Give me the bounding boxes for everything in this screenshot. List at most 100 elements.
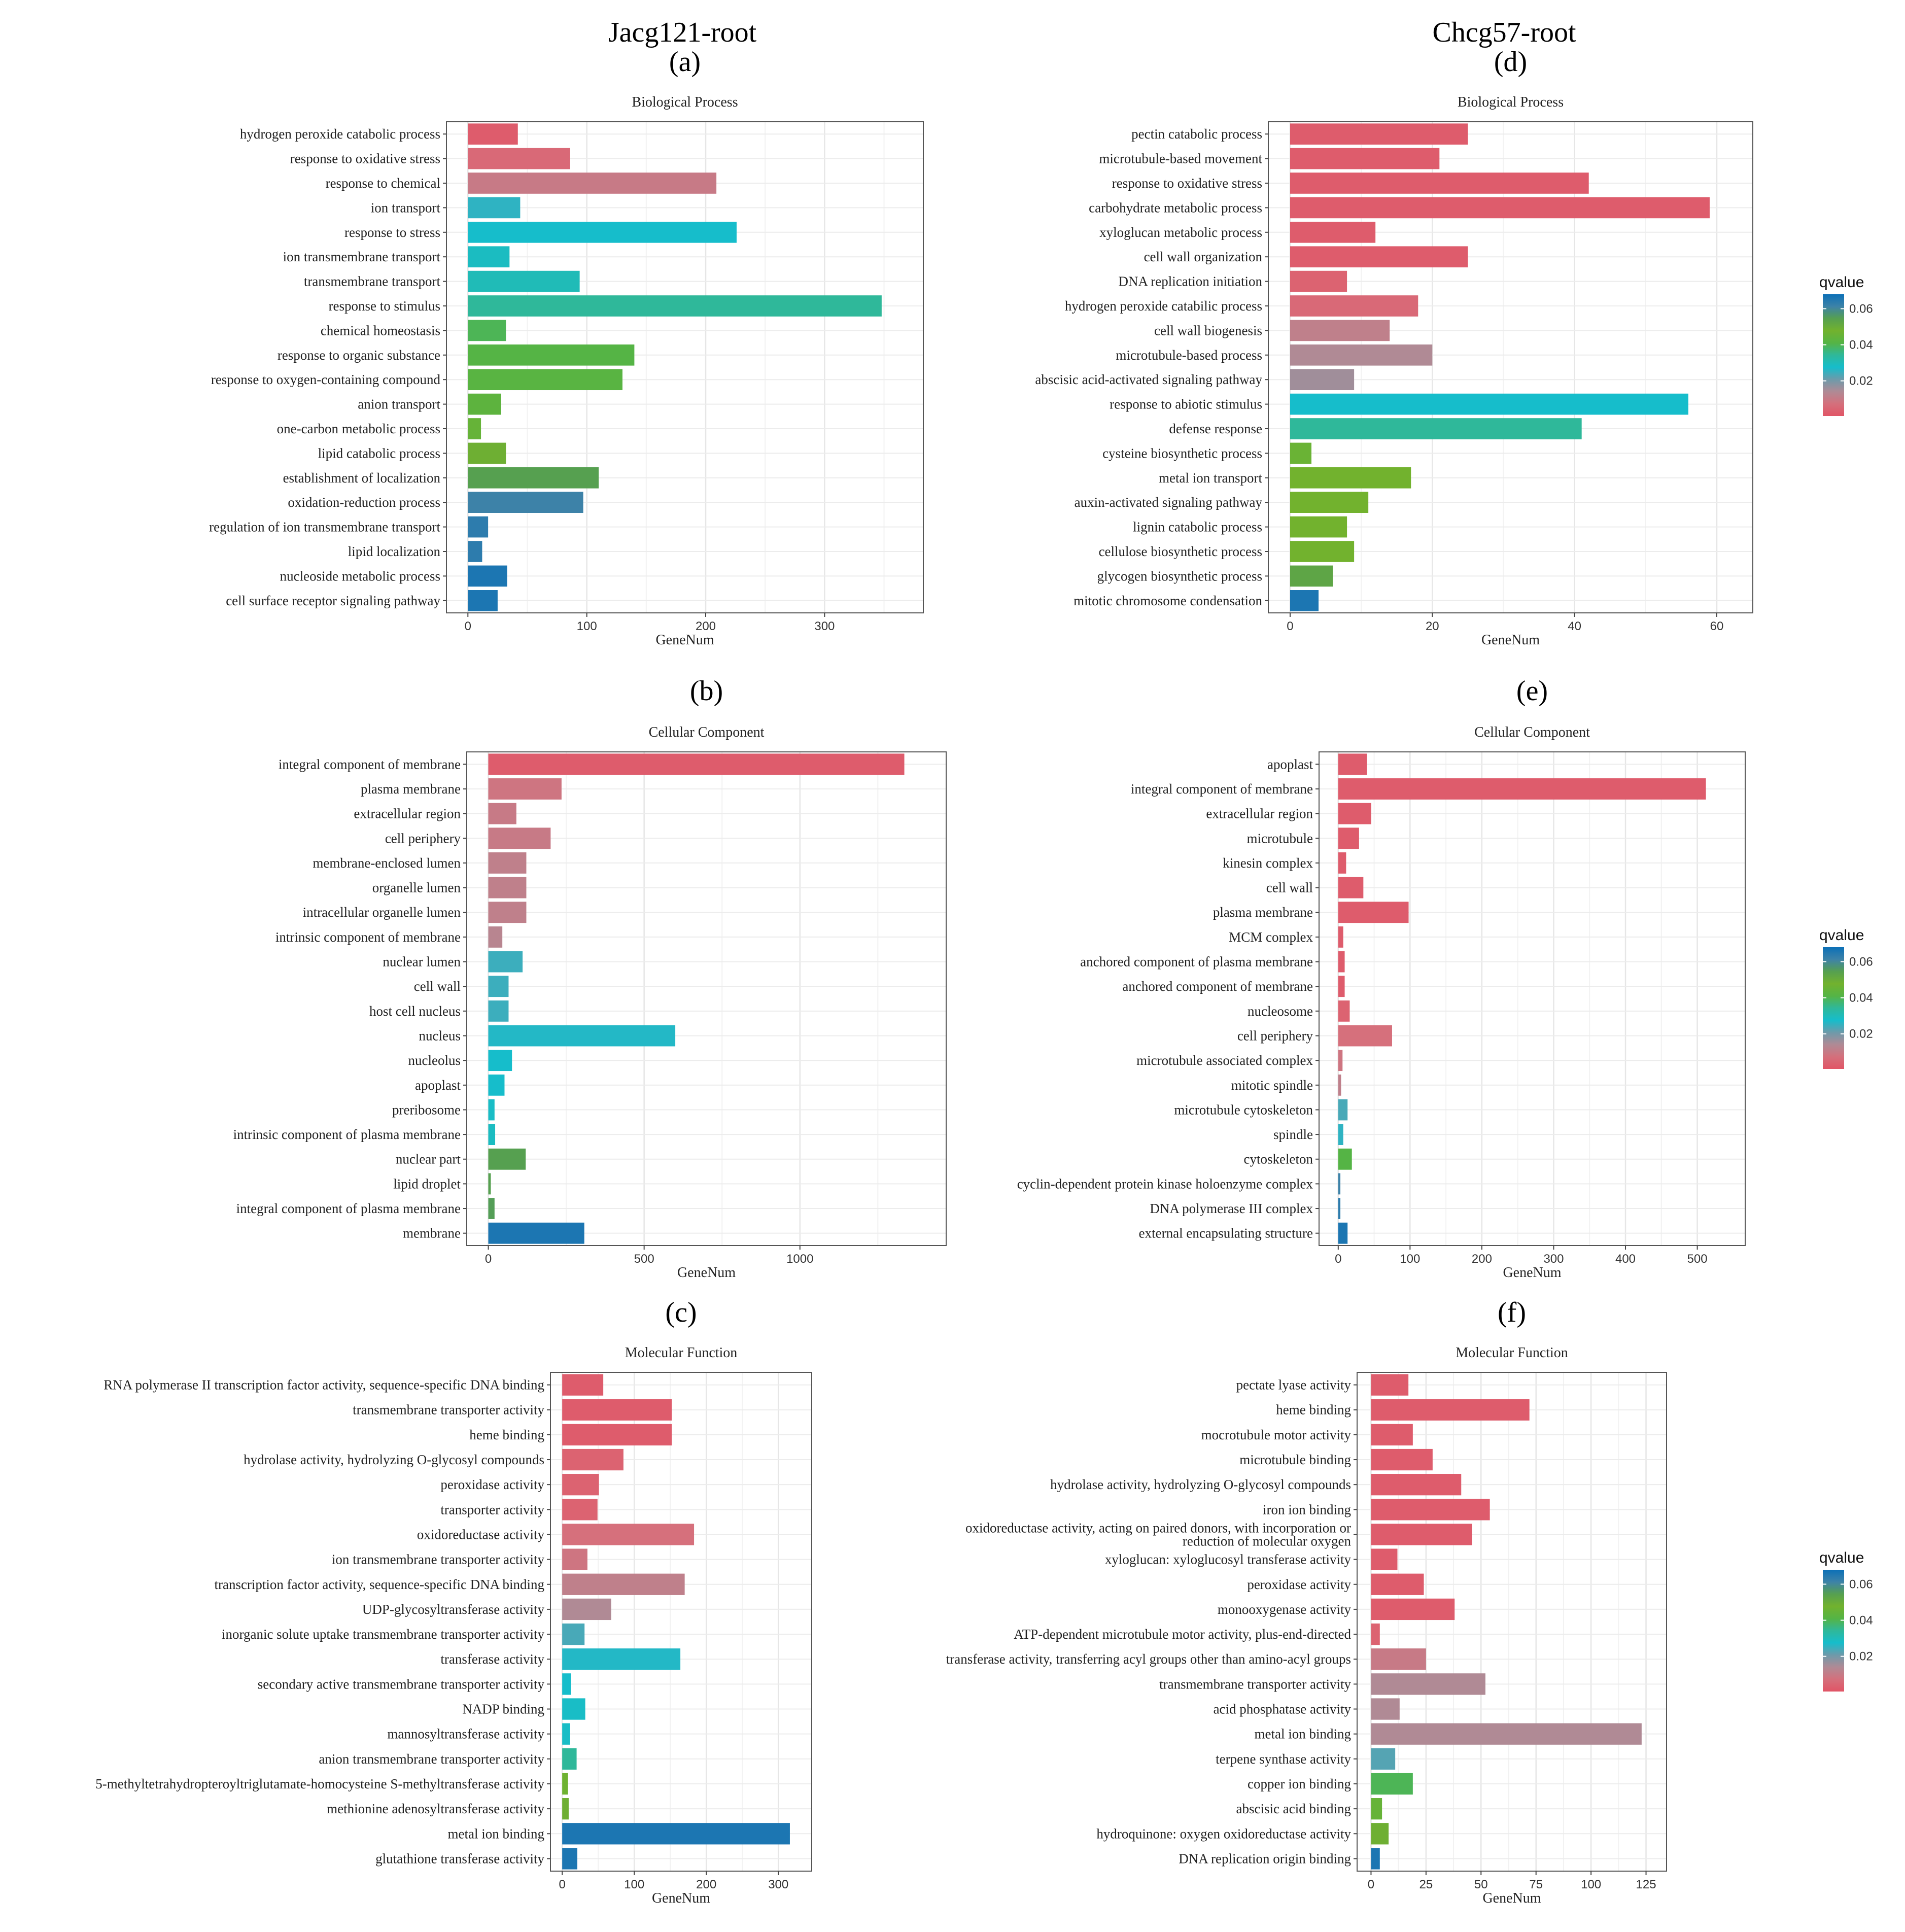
legend-title: qvalue: [1819, 274, 1864, 291]
bar: [1371, 1448, 1433, 1471]
bar: [1371, 1424, 1413, 1446]
x-tick-label: 0: [1335, 1252, 1341, 1266]
category-label: ATP-dependent microtubule motor activity…: [1014, 1627, 1351, 1642]
bar: [1290, 467, 1411, 489]
category-label: extracellular region: [354, 806, 461, 821]
category-label: nucleoside metabolic process: [280, 568, 440, 583]
bar: [1371, 1748, 1396, 1770]
bar: [1338, 1074, 1341, 1096]
bar: [1338, 1099, 1348, 1121]
category-label: xyloglucan metabolic process: [1099, 225, 1262, 240]
bar: [488, 1025, 676, 1047]
category-label: transferase activity: [440, 1651, 544, 1667]
plot-frame: [1268, 121, 1753, 613]
bar: [488, 1124, 496, 1145]
bar: [488, 852, 527, 874]
category-label: response to organic substance: [278, 348, 440, 363]
bar: [1290, 197, 1710, 219]
x-tick-label: 500: [1687, 1252, 1708, 1266]
bar: [468, 565, 507, 587]
category-label: defense response: [1169, 421, 1262, 436]
category-label: one-carbon metabolic process: [277, 421, 440, 436]
category-label: intracellular organelle lumen: [303, 905, 461, 920]
category-label: nucleosome: [1248, 1004, 1313, 1019]
bar: [562, 1623, 585, 1645]
category-label: transmembrane transport: [304, 274, 441, 289]
bar: [562, 1773, 568, 1795]
category-label: response to stress: [344, 225, 440, 240]
bar: [1290, 246, 1468, 268]
x-axis-label: GeneNum: [1482, 1890, 1541, 1906]
bar: [562, 1723, 570, 1745]
category-label: terpene synthase activity: [1216, 1751, 1351, 1767]
x-tick-label: 200: [1472, 1252, 1492, 1266]
bar: [562, 1673, 571, 1695]
category-label: lipid droplet: [393, 1176, 461, 1191]
category-label: response to oxidative stress: [290, 151, 440, 166]
bar: [488, 1099, 495, 1121]
bar: [468, 369, 622, 391]
category-label: UDP-glycosyltransferase activity: [362, 1602, 545, 1617]
x-tick-label: 0: [559, 1878, 565, 1891]
x-tick-label: 40: [1568, 619, 1581, 633]
bar: [1290, 270, 1347, 292]
bar: [468, 221, 737, 243]
category-label: regulation of ion transmembrane transpor…: [209, 520, 440, 535]
bar: [488, 803, 516, 824]
x-tick-label: 25: [1419, 1878, 1433, 1891]
category-label: extracellular region: [1206, 806, 1313, 821]
category-label: cell periphery: [1237, 1028, 1313, 1043]
bar: [468, 393, 501, 415]
plot-frame: [466, 751, 947, 1246]
category-label: microtubule cytoskeleton: [1174, 1102, 1313, 1117]
category-label: lipid catabolic process: [318, 445, 440, 461]
category-label: cytoskeleton: [1244, 1152, 1313, 1167]
category-label: DNA polymerase III complex: [1150, 1201, 1313, 1216]
bar: [1290, 369, 1355, 391]
x-tick-label: 75: [1529, 1878, 1543, 1891]
bar: [1371, 1573, 1424, 1595]
panel-title: Cellular Component: [649, 724, 765, 740]
category-label: mitotic chromosome condensation: [1073, 593, 1262, 608]
category-label: kinesin complex: [1223, 855, 1313, 871]
panel-title: Biological Process: [632, 94, 738, 110]
x-tick-label: 0: [465, 619, 471, 633]
bar: [562, 1524, 695, 1545]
category-label: response to oxidative stress: [1112, 176, 1262, 191]
bar: [488, 951, 523, 973]
bar: [468, 197, 521, 219]
bar: [1371, 1474, 1462, 1496]
category-label: metal ion transport: [1159, 470, 1262, 486]
legend-tick-label: 0.06: [1849, 302, 1873, 316]
bar: [468, 295, 882, 317]
category-label: peroxidase activity: [440, 1477, 544, 1492]
category-label: cysteine biosynthetic process: [1102, 445, 1262, 461]
category-label: lipid localization: [348, 544, 441, 559]
x-tick-label: 60: [1710, 619, 1724, 633]
bar: [562, 1823, 790, 1845]
category-label: anion transmembrane transporter activity: [319, 1751, 544, 1767]
bar: [562, 1399, 672, 1421]
category-label: integral component of membrane: [279, 756, 461, 772]
bar: [562, 1424, 672, 1446]
category-label: intrinsic component of plasma membrane: [233, 1127, 461, 1142]
panel-letter: (c): [665, 1297, 697, 1328]
category-label: nucleolus: [408, 1053, 461, 1068]
category-label: response to chemical: [326, 176, 440, 191]
category-label: abscisic acid-activated signaling pathwa…: [1035, 372, 1262, 387]
category-label: hydrolase activity, hydrolyzing O-glycos…: [244, 1452, 544, 1467]
qvalue-legend-2: qvalue 0.06 0.04 0.02: [1819, 927, 1873, 1069]
category-label: copper ion binding: [1248, 1776, 1351, 1791]
bar: [1371, 1399, 1530, 1421]
bar: [488, 902, 527, 923]
x-tick-label: 100: [1581, 1878, 1601, 1891]
category-label: cell wall biogenesis: [1154, 323, 1262, 338]
category-label: membrane: [403, 1226, 461, 1241]
bar: [488, 1148, 526, 1170]
bar: [562, 1499, 598, 1521]
x-axis-label: GeneNum: [1503, 1265, 1561, 1281]
bar: [1290, 516, 1347, 538]
x-tick-label: 0: [1368, 1878, 1374, 1891]
bar: [1338, 778, 1706, 800]
bar: [562, 1848, 577, 1870]
